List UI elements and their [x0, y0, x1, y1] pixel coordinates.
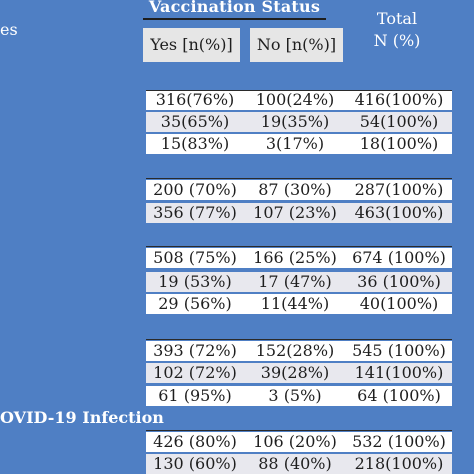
row-divider: [146, 90, 452, 91]
yes-cell: 426 (80%): [153, 432, 237, 451]
no-cell: 39(28%): [260, 363, 330, 382]
total-cell: 416(100%): [354, 90, 444, 109]
yes-cell: 102 (72%): [153, 363, 237, 382]
total-cell: 40(100%): [359, 294, 439, 313]
table-row: 61 (95%) 3 (5%) 64 (100%): [146, 386, 452, 406]
yes-cell: 393 (72%): [153, 341, 237, 360]
vaccination-status-header: Vaccination Status: [143, 0, 326, 20]
yes-cell: 200 (70%): [153, 180, 237, 199]
row-divider: [146, 246, 452, 247]
total-cell: 674 (100%): [352, 248, 446, 267]
no-cell: 100(24%): [255, 90, 335, 109]
no-cell: 19(35%): [260, 112, 330, 131]
variables-header-fragment: es: [0, 20, 18, 39]
no-cell: 107 (23%): [253, 203, 337, 222]
no-cell: 17 (47%): [258, 272, 332, 291]
yes-cell: 15(83%): [160, 134, 230, 153]
yes-cell: 61 (95%): [158, 386, 232, 405]
yes-cell: 35(65%): [160, 112, 230, 131]
table-row: 426 (80%) 106 (20%) 532 (100%): [146, 432, 452, 452]
no-cell: 106 (20%): [253, 432, 337, 451]
total-header-line2: N (%): [373, 31, 421, 50]
total-cell: 54(100%): [359, 112, 439, 131]
yes-column-header: Yes [n(%)]: [143, 28, 240, 62]
total-cell: 141(100%): [354, 363, 444, 382]
row-divider: [146, 178, 452, 179]
no-cell: 166 (25%): [253, 248, 337, 267]
total-cell: 218(100%): [354, 454, 444, 473]
table-row: 356 (77%) 107 (23%) 463(100%): [146, 203, 452, 223]
table-row: 19 (53%) 17 (47%) 36 (100%): [146, 272, 452, 292]
table-row: 35(65%) 19(35%) 54(100%): [146, 112, 452, 132]
no-cell: 152(28%): [255, 341, 335, 360]
table-row: 316(76%) 100(24%) 416(100%): [146, 90, 452, 110]
yes-cell: 19 (53%): [158, 272, 232, 291]
row-divider: [146, 430, 452, 431]
no-cell: 11(44%): [260, 294, 330, 313]
table-row: 102 (72%) 39(28%) 141(100%): [146, 363, 452, 383]
yes-cell: 316(76%): [155, 90, 235, 109]
table-row: 393 (72%) 152(28%) 545 (100%): [146, 341, 452, 361]
table-row: 508 (75%) 166 (25%) 674 (100%): [146, 248, 452, 268]
yes-cell: 29 (56%): [158, 294, 232, 313]
no-column-header: No [n(%)]: [250, 28, 343, 62]
total-cell: 532 (100%): [352, 432, 446, 451]
total-cell: 287(100%): [354, 180, 444, 199]
total-cell: 18(100%): [359, 134, 439, 153]
table-row: 15(83%) 3(17%) 18(100%): [146, 134, 452, 154]
yes-cell: 130 (60%): [153, 454, 237, 473]
yes-cell: 508 (75%): [153, 248, 237, 267]
no-cell: 88 (40%): [258, 454, 332, 473]
total-cell: 463(100%): [354, 203, 444, 222]
total-cell: 545 (100%): [352, 341, 446, 360]
total-cell: 36 (100%): [357, 272, 441, 291]
group-label-covid-infection: OVID-19 Infection: [0, 408, 164, 427]
total-header: Total N (%): [352, 8, 442, 52]
total-header-line1: Total: [376, 9, 418, 28]
table-row: 200 (70%) 87 (30%) 287(100%): [146, 180, 452, 200]
no-cell: 3(17%): [265, 134, 325, 153]
no-cell: 3 (5%): [268, 386, 322, 405]
no-cell: 87 (30%): [258, 180, 332, 199]
table-row: 130 (60%) 88 (40%) 218(100%): [146, 454, 452, 474]
row-divider: [146, 339, 452, 340]
table-row: 29 (56%) 11(44%) 40(100%): [146, 294, 452, 314]
total-cell: 64 (100%): [357, 386, 441, 405]
yes-cell: 356 (77%): [153, 203, 237, 222]
